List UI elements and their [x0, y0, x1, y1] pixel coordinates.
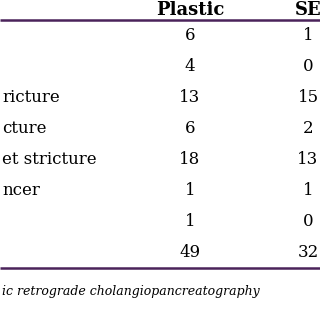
Text: 0: 0: [303, 58, 313, 75]
Text: 2: 2: [303, 120, 313, 137]
Text: 13: 13: [297, 151, 319, 168]
Text: 1: 1: [185, 182, 195, 199]
Text: 15: 15: [297, 89, 319, 106]
Text: 32: 32: [297, 244, 319, 261]
Text: 49: 49: [180, 244, 201, 261]
Text: 6: 6: [185, 120, 195, 137]
Text: Plastic: Plastic: [156, 1, 224, 19]
Text: 18: 18: [180, 151, 201, 168]
Text: 1: 1: [303, 182, 313, 199]
Text: 0: 0: [303, 213, 313, 230]
Text: ic retrograde cholangiopancreatography: ic retrograde cholangiopancreatography: [2, 285, 260, 299]
Text: 6: 6: [185, 27, 195, 44]
Text: 1: 1: [185, 213, 195, 230]
Text: ricture: ricture: [2, 89, 60, 106]
Text: cture: cture: [2, 120, 46, 137]
Text: 4: 4: [185, 58, 195, 75]
Text: et stricture: et stricture: [2, 151, 97, 168]
Text: 13: 13: [180, 89, 201, 106]
Text: ncer: ncer: [2, 182, 40, 199]
Text: 1: 1: [303, 27, 313, 44]
Text: SE: SE: [295, 1, 320, 19]
